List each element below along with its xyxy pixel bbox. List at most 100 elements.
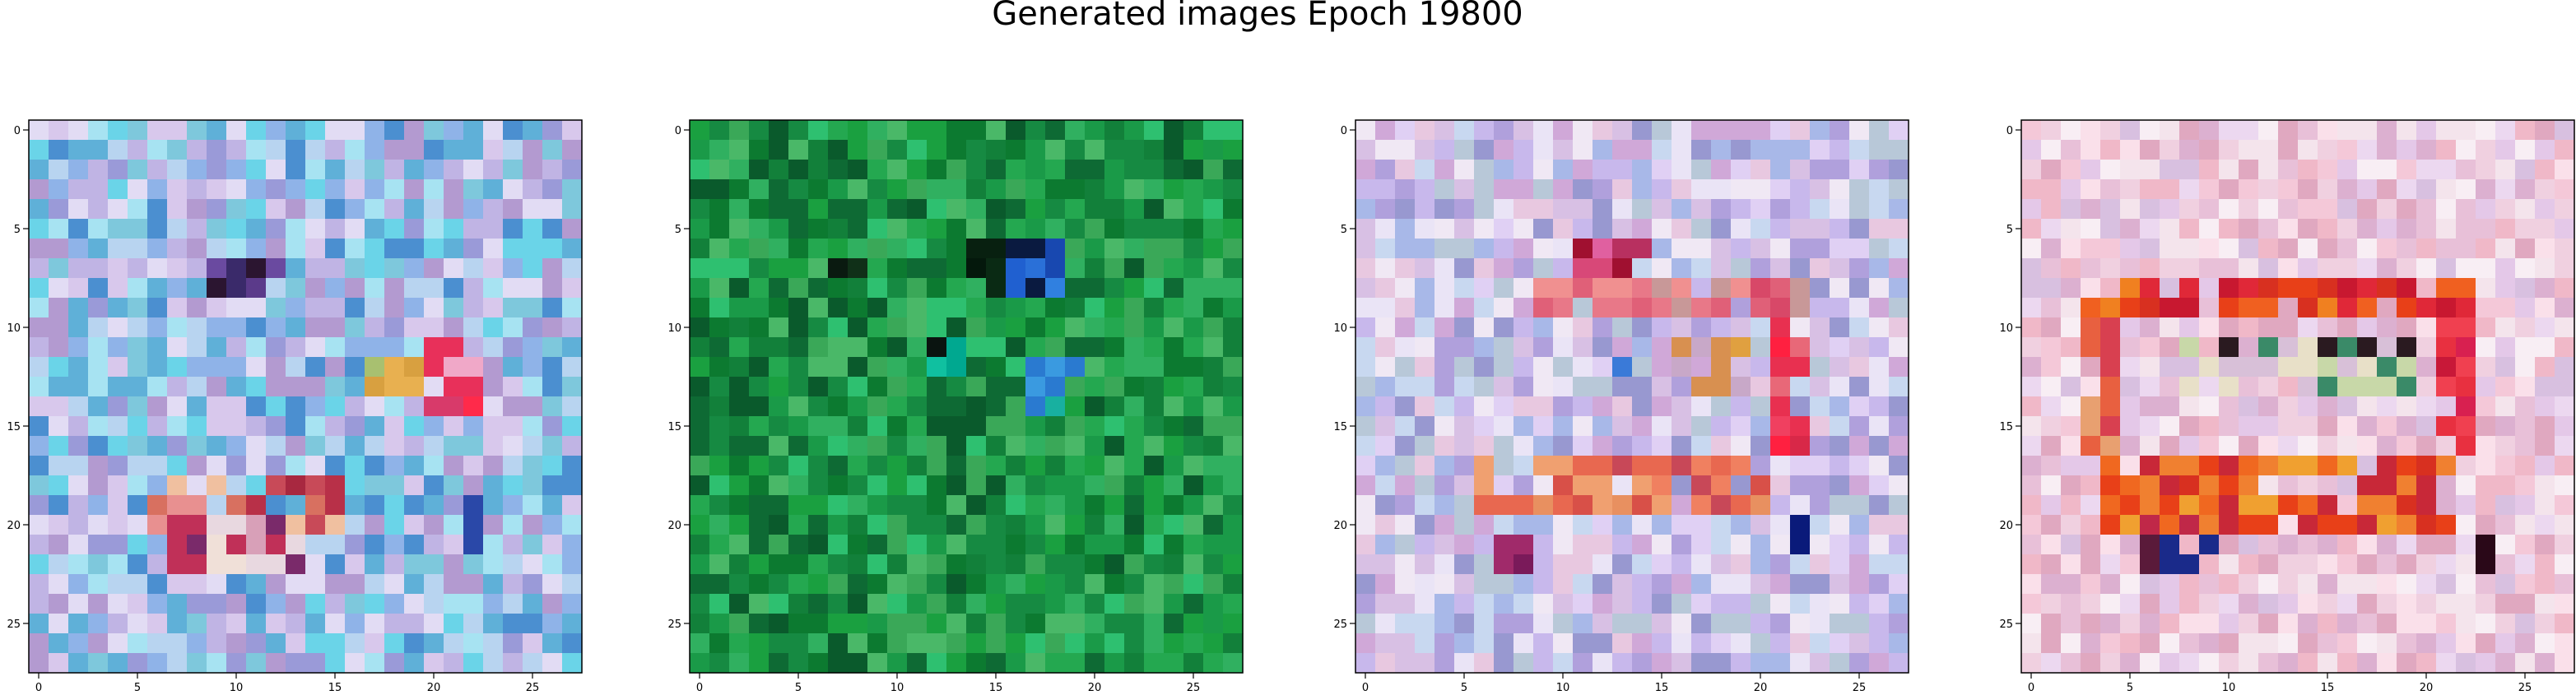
pixel-cell <box>2436 614 2457 634</box>
pixel-cell <box>1183 436 1204 456</box>
pixel-cell <box>2337 653 2358 674</box>
pixel-cell <box>365 317 385 338</box>
pixel-cell <box>147 436 168 456</box>
y-tick-label: 20 <box>667 520 681 532</box>
x-tick-label: 20 <box>427 682 441 694</box>
pixel-cell <box>483 140 504 160</box>
pixel-cell <box>1434 554 1455 575</box>
x-tick-label: 0 <box>2028 682 2034 694</box>
pixel-cell <box>966 396 987 417</box>
pixel-cell <box>1065 199 1086 220</box>
pixel-cell <box>226 554 247 575</box>
pixel-cell <box>946 199 967 220</box>
pixel-cell <box>108 653 128 674</box>
pixel-cell <box>1632 475 1653 496</box>
pixel-cell <box>384 377 405 397</box>
pixel-cell <box>1672 475 1692 496</box>
pixel-cell <box>2456 436 2476 456</box>
pixel-cell <box>2021 199 2042 220</box>
pixel-cell <box>1672 160 1692 180</box>
pixel-cell <box>29 219 49 239</box>
pixel-cell <box>2258 120 2279 141</box>
pixel-cell <box>1395 416 1416 437</box>
pixel-cell <box>2239 179 2259 200</box>
pixel-cell <box>325 456 346 476</box>
pixel-cell <box>1223 357 1244 378</box>
pixel-cell <box>848 574 868 595</box>
pixel-cell <box>1144 357 1165 378</box>
pixel-cell <box>325 278 346 299</box>
pixel-cell <box>108 436 128 456</box>
pixel-cell <box>68 258 89 279</box>
pixel-cell <box>1124 614 1145 634</box>
pixel-cell <box>1533 495 1554 516</box>
pixel-cell <box>562 535 583 555</box>
pixel-cell <box>808 475 829 496</box>
pixel-cell <box>1104 337 1125 358</box>
pixel-cell <box>147 515 168 535</box>
pixel-cell <box>2100 436 2121 456</box>
pixel-cell <box>1731 614 1751 634</box>
pixel-cell <box>562 258 583 279</box>
pixel-cell <box>1751 614 1771 634</box>
pixel-cell <box>2140 574 2160 595</box>
pixel-cell <box>2160 594 2180 614</box>
pixel-cell <box>345 475 365 496</box>
pixel-cell <box>2416 239 2437 259</box>
pixel-cell <box>1355 495 1376 516</box>
pixel-cell <box>483 594 504 614</box>
pixel-cell <box>828 396 849 417</box>
pixel-cell <box>444 357 464 378</box>
pixel-cell <box>867 594 888 614</box>
pixel-cell <box>946 456 967 476</box>
pixel-cell <box>503 317 523 338</box>
pixel-cell <box>1494 614 1514 634</box>
pixel-cell <box>1849 337 1870 358</box>
pixel-cell <box>1124 120 1145 141</box>
pixel-cell <box>2535 317 2555 338</box>
pixel-cell <box>226 456 247 476</box>
pixel-cell <box>1025 357 1046 378</box>
pixel-cell <box>986 436 1007 456</box>
pixel-cell <box>1025 317 1046 338</box>
pixel-cell <box>2456 337 2476 358</box>
pixel-cell <box>444 535 464 555</box>
pixel-cell <box>1889 475 1909 496</box>
pixel-cell <box>2219 535 2239 555</box>
pixel-cell <box>946 357 967 378</box>
pixel-cell <box>246 614 267 634</box>
pixel-cell <box>1691 614 1712 634</box>
pixel-cell <box>384 120 405 141</box>
pixel-cell <box>709 416 730 437</box>
pixel-cell <box>207 199 227 220</box>
pixel-cell <box>128 278 148 299</box>
pixel-cell <box>1494 219 1514 239</box>
pixel-cell <box>1375 574 1396 595</box>
pixel-cell <box>1104 475 1125 496</box>
pixel-cell <box>424 515 444 535</box>
pixel-cell <box>246 495 267 516</box>
pixel-cell <box>1434 574 1455 595</box>
pixel-cell <box>2100 475 2121 496</box>
pixel-cell <box>1124 416 1145 437</box>
pixel-cell <box>2278 357 2299 378</box>
pixel-cell <box>2555 199 2575 220</box>
pixel-cell <box>729 554 750 575</box>
pixel-cell <box>2377 436 2397 456</box>
pixel-cell <box>2357 258 2378 279</box>
pixel-cell <box>788 594 809 614</box>
pixel-cell <box>1672 633 1692 654</box>
pixel-cell <box>709 140 730 160</box>
pixel-cell <box>2100 633 2121 654</box>
pixel-cell <box>207 239 227 259</box>
pixel-cell <box>2120 199 2141 220</box>
pixel-cell <box>1593 416 1613 437</box>
pixel-cell <box>2258 199 2279 220</box>
pixel-cell <box>1164 633 1184 654</box>
pixel-cell <box>108 219 128 239</box>
pixel-cell <box>286 357 306 378</box>
pixel-cell <box>1514 554 1534 575</box>
pixel-cell <box>68 160 89 180</box>
pixel-cell <box>848 396 868 417</box>
pixel-cell <box>424 120 444 141</box>
